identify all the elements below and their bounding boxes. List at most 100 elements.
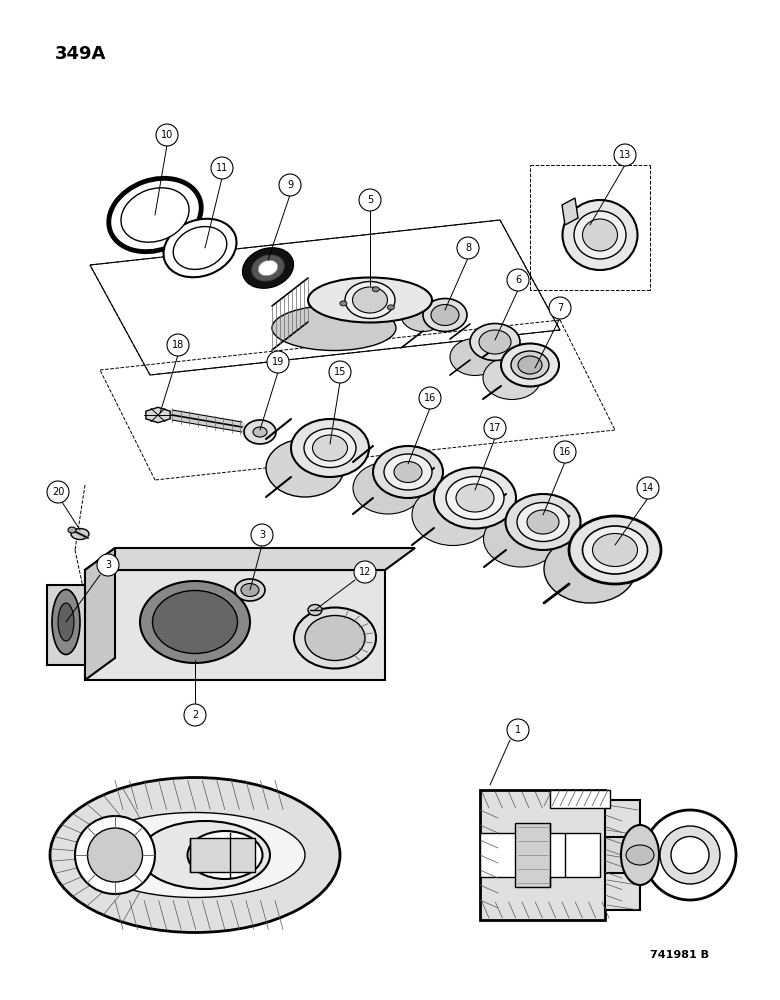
Text: 349A: 349A	[55, 45, 106, 63]
Circle shape	[359, 189, 381, 211]
Ellipse shape	[412, 485, 494, 546]
Text: 20: 20	[51, 487, 64, 497]
Ellipse shape	[479, 330, 511, 354]
Ellipse shape	[291, 419, 369, 477]
Circle shape	[354, 561, 376, 583]
Ellipse shape	[353, 462, 423, 514]
Ellipse shape	[450, 338, 500, 375]
Text: 19: 19	[272, 357, 284, 367]
Text: 7: 7	[557, 303, 563, 313]
Ellipse shape	[345, 282, 395, 318]
Ellipse shape	[241, 584, 259, 596]
Ellipse shape	[583, 219, 618, 251]
Text: 1: 1	[515, 725, 521, 735]
Polygon shape	[47, 585, 85, 665]
Circle shape	[329, 361, 351, 383]
Text: 18: 18	[172, 340, 184, 350]
Circle shape	[554, 441, 576, 463]
Ellipse shape	[660, 826, 720, 884]
Ellipse shape	[583, 526, 647, 574]
Ellipse shape	[470, 324, 520, 360]
Circle shape	[507, 719, 529, 741]
Ellipse shape	[87, 828, 143, 882]
Ellipse shape	[527, 510, 559, 534]
Text: 2: 2	[192, 710, 198, 720]
Ellipse shape	[434, 468, 516, 528]
Ellipse shape	[431, 304, 459, 326]
Ellipse shape	[384, 454, 432, 490]
Ellipse shape	[505, 494, 580, 550]
Ellipse shape	[244, 420, 276, 444]
Text: 16: 16	[424, 393, 436, 403]
Ellipse shape	[153, 590, 237, 654]
Ellipse shape	[52, 589, 80, 654]
Ellipse shape	[258, 260, 278, 276]
Ellipse shape	[562, 200, 637, 270]
Circle shape	[184, 704, 206, 726]
Circle shape	[637, 477, 659, 499]
Ellipse shape	[71, 528, 89, 540]
Polygon shape	[515, 823, 550, 887]
Polygon shape	[562, 198, 578, 225]
Polygon shape	[480, 833, 600, 877]
Ellipse shape	[173, 227, 227, 269]
Ellipse shape	[621, 825, 659, 885]
Ellipse shape	[235, 579, 265, 601]
Ellipse shape	[626, 845, 654, 865]
Text: 13: 13	[619, 150, 631, 160]
Circle shape	[279, 174, 301, 196]
Ellipse shape	[140, 581, 250, 663]
Text: 17: 17	[489, 423, 502, 433]
Ellipse shape	[644, 810, 736, 900]
Ellipse shape	[272, 306, 396, 351]
Circle shape	[267, 351, 289, 373]
Ellipse shape	[266, 439, 344, 497]
Ellipse shape	[544, 535, 636, 603]
Text: 16: 16	[559, 447, 571, 457]
Ellipse shape	[121, 188, 189, 242]
Text: 3: 3	[105, 560, 111, 570]
Ellipse shape	[140, 821, 270, 889]
Circle shape	[457, 237, 479, 259]
Ellipse shape	[501, 344, 559, 386]
Ellipse shape	[593, 534, 637, 566]
Ellipse shape	[671, 836, 709, 874]
Circle shape	[484, 417, 506, 439]
Text: 14: 14	[642, 483, 654, 493]
Circle shape	[614, 144, 636, 166]
Polygon shape	[605, 800, 640, 910]
Circle shape	[97, 554, 119, 576]
Ellipse shape	[388, 305, 395, 310]
Circle shape	[507, 269, 529, 291]
Polygon shape	[573, 208, 590, 230]
Ellipse shape	[243, 248, 293, 288]
Text: 6: 6	[515, 275, 521, 285]
Ellipse shape	[574, 211, 626, 259]
Ellipse shape	[423, 298, 467, 332]
Circle shape	[211, 157, 233, 179]
Ellipse shape	[518, 356, 542, 374]
Ellipse shape	[304, 428, 356, 468]
Ellipse shape	[85, 812, 305, 898]
Text: 741981 B: 741981 B	[650, 950, 709, 960]
Ellipse shape	[372, 287, 379, 292]
Polygon shape	[146, 407, 170, 423]
Circle shape	[156, 124, 178, 146]
Ellipse shape	[340, 301, 347, 306]
Polygon shape	[605, 837, 650, 873]
Ellipse shape	[308, 604, 322, 615]
Circle shape	[47, 481, 69, 503]
Ellipse shape	[200, 839, 250, 871]
Text: 8: 8	[465, 243, 471, 253]
Ellipse shape	[484, 511, 558, 567]
Polygon shape	[85, 570, 385, 680]
Text: 12: 12	[359, 567, 371, 577]
Ellipse shape	[252, 255, 284, 281]
Ellipse shape	[456, 484, 494, 512]
Ellipse shape	[511, 351, 549, 379]
Ellipse shape	[50, 778, 340, 932]
Text: 5: 5	[367, 195, 373, 205]
Polygon shape	[480, 790, 605, 920]
Text: 11: 11	[216, 163, 228, 173]
Ellipse shape	[164, 219, 236, 277]
